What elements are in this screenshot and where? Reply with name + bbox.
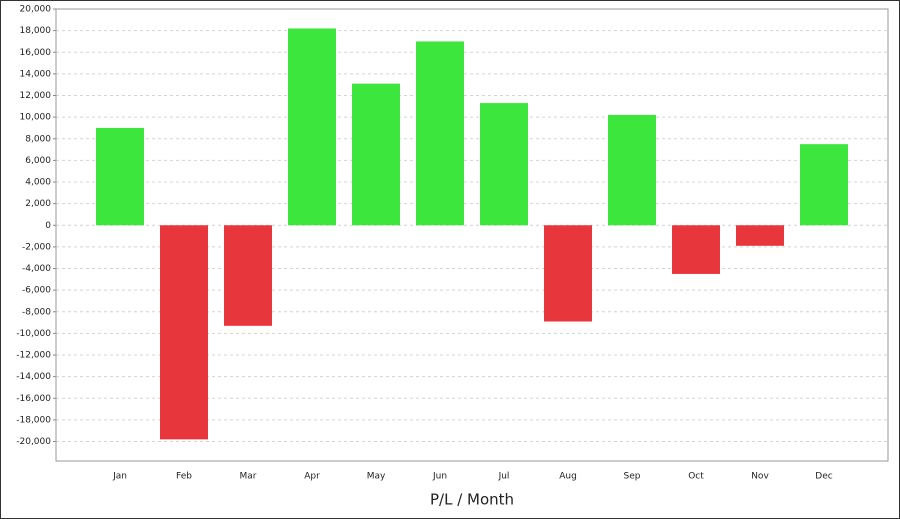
bar: [480, 103, 528, 226]
y-tick-label: -8,000: [22, 307, 51, 317]
x-tick-label: Dec: [815, 472, 832, 482]
bar: [736, 225, 784, 246]
bar: [416, 41, 464, 226]
y-tick-label: 0: [45, 221, 51, 231]
y-tick-label: 2,000: [25, 199, 51, 209]
y-tick-label: -14,000: [16, 372, 51, 382]
x-tick-label: Nov: [751, 472, 769, 482]
bar: [224, 225, 272, 326]
y-tick-label: -2,000: [22, 242, 51, 252]
x-tick-label: Jun: [432, 472, 447, 482]
y-tick-label: -6,000: [22, 286, 51, 296]
x-tick-label: Feb: [176, 472, 192, 482]
y-tick-label: 10,000: [20, 113, 52, 123]
y-tick-label: 4,000: [25, 178, 51, 188]
bar: [288, 28, 336, 226]
y-tick-label: -16,000: [16, 394, 51, 404]
x-tick-label: Jul: [498, 472, 510, 482]
bar: [800, 144, 848, 226]
y-tick-label: 12,000: [20, 91, 52, 101]
bar: [544, 225, 592, 322]
y-tick-label: 8,000: [25, 134, 51, 144]
x-axis-label: P/L / Month: [430, 491, 514, 509]
x-tick-label: Jan: [112, 472, 127, 482]
x-tick-label: Apr: [304, 472, 320, 482]
x-tick-label: Sep: [624, 472, 641, 482]
plot-area: [55, 8, 889, 462]
y-tick-label: 14,000: [20, 69, 52, 79]
y-tick-label: 18,000: [20, 26, 52, 36]
y-tick-label: -10,000: [16, 329, 51, 339]
x-tick-label: Mar: [240, 472, 257, 482]
bar: [96, 127, 144, 226]
bar: [352, 83, 400, 226]
y-tick-label: -18,000: [16, 415, 51, 425]
y-tick-label: 20,000: [20, 5, 52, 15]
x-tick-label: Oct: [688, 472, 704, 482]
y-tick-label: -4,000: [22, 264, 51, 274]
bar: [608, 114, 656, 226]
y-tick-label: -12,000: [16, 351, 51, 361]
bar: [672, 225, 720, 274]
x-tick-label: May: [367, 472, 386, 482]
x-tick-label: Aug: [559, 472, 577, 482]
bar: [160, 225, 208, 440]
y-tick-label: 16,000: [20, 48, 52, 58]
y-tick-label: -20,000: [16, 437, 51, 447]
y-tick-label: 6,000: [25, 156, 51, 166]
